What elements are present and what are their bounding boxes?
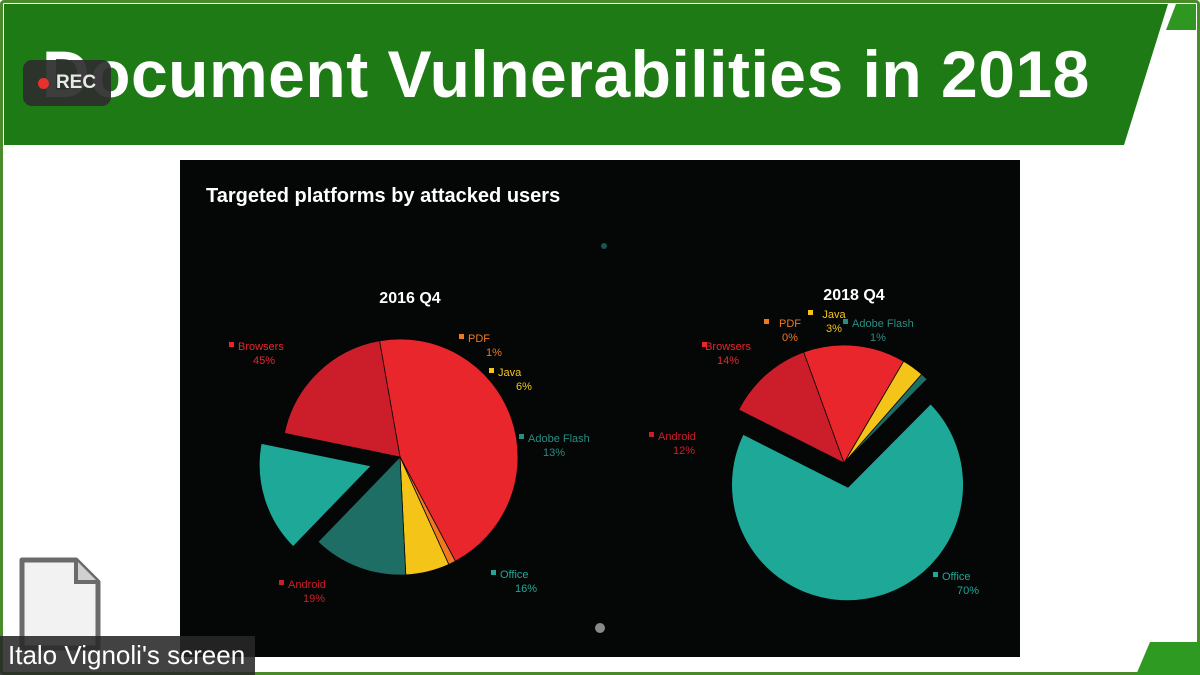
slice-value: 1% [486, 347, 502, 359]
legend-marker [229, 342, 234, 347]
pie-slice-browsers [803, 344, 905, 464]
pie-charts: Targeted platforms by attacked users 201… [206, 185, 979, 633]
screen-share-label: Italo Vignoli's screen [0, 636, 256, 675]
slice-value: 16% [515, 583, 537, 595]
slice-value: 45% [253, 355, 275, 367]
pie-label-android: Android 12% [649, 431, 696, 457]
slice-value: 3% [826, 323, 842, 335]
slice-name: Android [658, 431, 696, 443]
pie-label-browsers: Browsers 14% [702, 341, 751, 367]
title-band-shape [4, 4, 1168, 145]
pie-label-office: Office 16% [491, 569, 537, 595]
slice-value: 12% [673, 445, 695, 457]
bokeh-dot [601, 243, 607, 249]
pie-title: 2016 Q4 [379, 290, 440, 307]
pie-title: 2018 Q4 [823, 287, 884, 304]
pie-slice-office [727, 397, 968, 606]
legend-marker [491, 570, 496, 575]
pie-slice-browsers [379, 338, 519, 562]
slice-name: PDF [779, 318, 801, 330]
pie-slice-office [254, 438, 381, 554]
chart-heading: Targeted platforms by attacked users [206, 185, 560, 207]
slice-value: 70% [957, 585, 979, 597]
slice-value: 19% [303, 593, 325, 605]
record-dot-icon [37, 77, 49, 89]
title-band-accent [1166, 4, 1196, 30]
slice-name: Browsers [705, 341, 751, 353]
slice-name: Java [822, 309, 846, 321]
logo-fold [74, 560, 98, 584]
pie-label-java: Java 3% [808, 309, 846, 335]
legend-marker [764, 319, 769, 324]
slice-name: PDF [468, 333, 490, 345]
pie-label-java: Java 6% [489, 367, 532, 393]
slice-name: Adobe Flash [528, 433, 590, 445]
slice-value: 13% [543, 447, 565, 459]
pie-label-office: Office 70% [933, 571, 979, 597]
legend-marker [808, 310, 813, 315]
legend-marker [459, 334, 464, 339]
pie-label-pdf: PDF 0% [764, 318, 801, 344]
legend-marker [519, 434, 524, 439]
pie-label-adobe-flash: Adobe Flash 13% [519, 433, 590, 459]
libreoffice-logo-icon [19, 557, 101, 651]
slice-value: 6% [516, 381, 532, 393]
pie-label-pdf: PDF 1% [459, 333, 502, 359]
recording-label: REC [55, 72, 97, 93]
slice-value: 0% [782, 332, 798, 344]
pie-slice-android [283, 340, 401, 458]
pie-slice-android [738, 351, 845, 464]
pie-label-android: Android 19% [279, 579, 326, 605]
slice-name: Office [942, 571, 971, 583]
slide-title: Document Vulnerabilities in 2018 [42, 37, 1090, 111]
corner-decoration-shape [1136, 642, 1200, 675]
legend-marker [279, 580, 284, 585]
bokeh-dot [595, 623, 605, 633]
slice-name: Java [498, 367, 522, 379]
slice-name: Adobe Flash [852, 318, 914, 330]
slice-value: 1% [870, 332, 886, 344]
title-band [4, 4, 1196, 145]
pie-label-browsers: Browsers 45% [229, 341, 284, 367]
legend-marker [702, 342, 707, 347]
slice-value: 14% [717, 355, 739, 367]
pie-label-adobe-flash: Adobe Flash 1% [843, 318, 914, 344]
legend-marker [489, 368, 494, 373]
legend-marker [649, 432, 654, 437]
slice-name: Android [288, 579, 326, 591]
corner-decoration [1136, 642, 1200, 675]
recording-indicator: REC [23, 60, 111, 106]
slice-name: Browsers [238, 341, 284, 353]
legend-marker [933, 572, 938, 577]
pie-slice-adobe-flash [317, 456, 407, 576]
slice-name: Office [500, 569, 529, 581]
chart-panel: Targeted platforms by attacked users 201… [180, 160, 1020, 657]
legend-marker [843, 319, 848, 324]
pie-slice-adobe-flash [843, 373, 928, 464]
